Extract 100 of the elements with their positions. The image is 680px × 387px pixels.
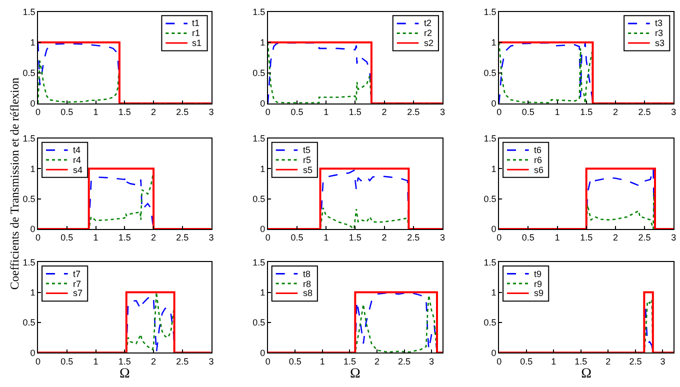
x-tick-label: 0.5 <box>60 356 74 366</box>
x-tick-label: 1.5 <box>118 356 131 366</box>
x-tick-label: 1 <box>93 356 98 366</box>
y-tick-label: 0.5 <box>22 194 36 204</box>
x-tick-label: 3 <box>440 232 445 243</box>
y-axis-title: Coefficients de Transmission et de réflexion <box>7 78 22 290</box>
x-tick-label: 1 <box>554 107 560 118</box>
x-tick-label: 1.5 <box>348 232 362 243</box>
y-tick-label: 1 <box>260 287 266 298</box>
legend-label: r7 <box>73 279 82 289</box>
y-tick-label: 1 <box>491 287 496 298</box>
y-tick-label: 0.5 <box>22 68 36 78</box>
x-tick-label: 3 <box>440 107 445 118</box>
x-tick-label: 2 <box>151 232 156 243</box>
legend-label: t6 <box>534 145 542 155</box>
legend-label: s9 <box>534 288 544 298</box>
y-tick-label: 0 <box>491 348 496 358</box>
y-tick-label: 0 <box>30 224 36 234</box>
y-tick-label: 0 <box>260 224 266 234</box>
legend-label: r3 <box>655 28 664 38</box>
y-tick-label: 1 <box>491 164 496 174</box>
x-tick-label: 1.5 <box>118 232 131 243</box>
y-tick-label: 0 <box>30 348 36 358</box>
x-tick-label: 0.5 <box>60 107 74 118</box>
x-tick-label: 1.5 <box>118 107 131 118</box>
x-tick-label: 2 <box>382 107 387 118</box>
x-tick-label: 2.5 <box>638 232 651 243</box>
y-tick-label: 1.5 <box>22 257 36 268</box>
x-tick-label: 2 <box>151 356 156 366</box>
x-tick-label: 2 <box>612 232 618 243</box>
y-tick-label: 0.5 <box>484 194 496 204</box>
x-tick-label: 3 <box>671 107 676 118</box>
legend-label: s5 <box>303 165 313 175</box>
legend-label: s2 <box>424 38 434 48</box>
x-tick-label: 1 <box>93 232 98 243</box>
x-tick-label: 2 <box>382 232 387 243</box>
legend-label: s3 <box>655 38 665 48</box>
x-tick-label: 3 <box>208 107 214 118</box>
y-tick-label: 1.5 <box>484 134 496 144</box>
legend-label: t3 <box>655 18 663 28</box>
legend-label: t2 <box>424 18 432 28</box>
x-tick-label: 1.5 <box>343 356 356 366</box>
x-tick-label: 2.5 <box>629 356 642 366</box>
y-tick-label: 0.5 <box>252 318 266 328</box>
x-tick-label: 3 <box>660 356 666 366</box>
x-tick-label: 0.5 <box>290 232 304 243</box>
x-tick-label: 2.5 <box>407 232 420 243</box>
y-tick-label: 1 <box>30 37 36 48</box>
legend-label: s4 <box>73 165 83 175</box>
x-tick-label: 1 <box>324 107 329 118</box>
legend-label: t9 <box>534 269 542 279</box>
y-tick-label: 0.5 <box>252 194 266 204</box>
y-tick-label: 1.5 <box>484 6 496 17</box>
legend-label: r6 <box>534 155 542 165</box>
y-tick-label: 1.5 <box>22 134 36 144</box>
legend-label: s1 <box>192 38 202 48</box>
x-tick-label: 0.5 <box>520 356 533 366</box>
x-tick-label: 0.5 <box>288 356 302 366</box>
legend-label: r9 <box>534 279 542 289</box>
line-series <box>499 168 674 229</box>
x-tick-label: 2.5 <box>638 107 651 118</box>
legend-label: r4 <box>73 155 82 165</box>
y-tick-label: 0.5 <box>484 68 496 78</box>
x-axis-title: Ω <box>350 366 360 382</box>
legend-label: r1 <box>192 28 200 38</box>
x-tick-label: 2 <box>612 107 618 118</box>
y-tick-label: 1.5 <box>252 6 266 17</box>
legend-label: t8 <box>303 269 311 279</box>
x-tick-label: 2.5 <box>176 356 189 366</box>
x-tick-label: 0.5 <box>290 107 304 118</box>
legend-label: s6 <box>534 165 544 175</box>
y-tick-label: 0 <box>30 98 36 109</box>
y-tick-label: 0 <box>491 224 496 234</box>
x-tick-label: 1 <box>93 107 98 118</box>
y-tick-label: 0 <box>260 98 266 109</box>
x-tick-label: 3 <box>429 356 434 366</box>
y-tick-label: 1.5 <box>22 6 36 17</box>
legend-label: t7 <box>73 269 81 279</box>
y-tick-label: 1 <box>30 287 36 298</box>
y-tick-label: 1.5 <box>252 257 266 268</box>
x-tick-label: 1 <box>551 356 556 366</box>
legend-label: r5 <box>303 155 312 165</box>
legend-label: s8 <box>303 288 313 298</box>
x-tick-label: 1 <box>320 356 325 366</box>
legend-label: t1 <box>192 18 200 28</box>
y-tick-label: 0.5 <box>484 318 496 328</box>
x-axis-title: Ω <box>119 366 130 382</box>
x-tick-label: 1.5 <box>580 232 593 243</box>
y-tick-label: 0.5 <box>22 318 36 328</box>
x-tick-label: 2.5 <box>176 232 189 243</box>
x-tick-label: 3 <box>671 232 676 243</box>
x-tick-label: 2 <box>606 356 611 366</box>
legend-label: r2 <box>424 28 432 38</box>
x-tick-label: 1.5 <box>348 107 362 118</box>
x-tick-label: 2 <box>151 107 156 118</box>
x-tick-label: 2.5 <box>176 107 189 118</box>
y-tick-label: 1 <box>260 37 266 48</box>
x-tick-label: 2 <box>374 356 380 366</box>
x-tick-label: 1.5 <box>580 107 593 118</box>
y-tick-label: 0 <box>260 348 266 358</box>
